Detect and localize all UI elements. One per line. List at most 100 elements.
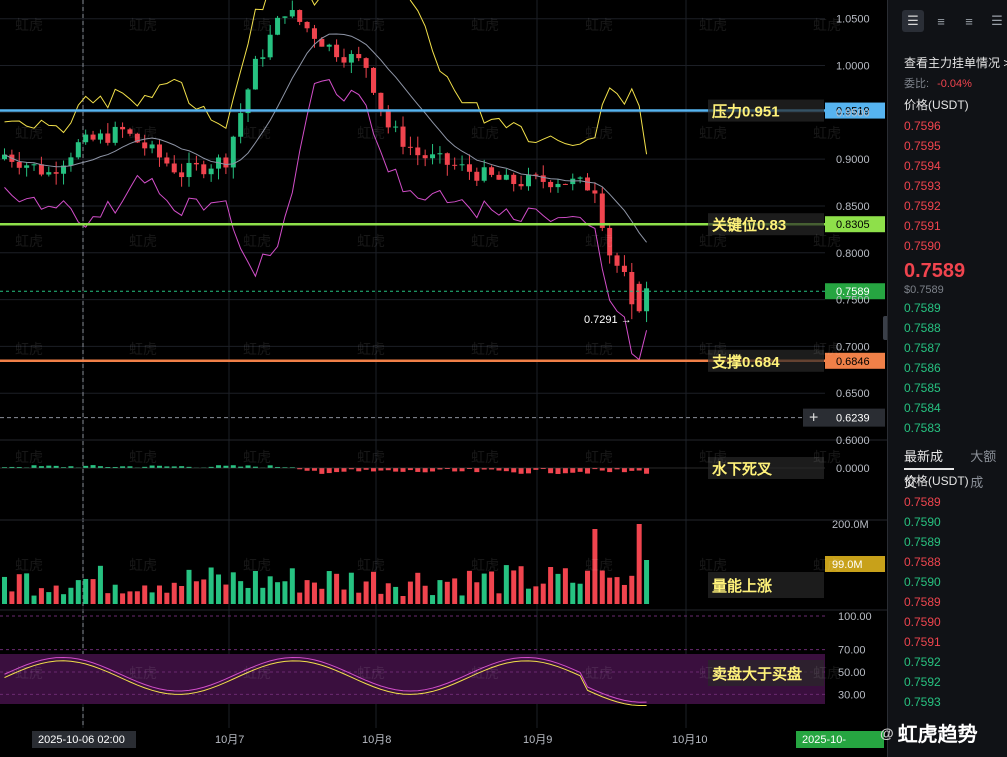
ask-row[interactable]: 0.7592 bbox=[904, 199, 941, 213]
volume-bar bbox=[540, 583, 546, 604]
candle-body bbox=[142, 142, 148, 149]
watermark: 虹虎 bbox=[243, 125, 271, 141]
candle-body bbox=[38, 164, 44, 175]
chart-area[interactable]: 压力0.951 0.9519 关键位0.83 0.8305 支撑0.684 0.6846 0… bbox=[0, 0, 887, 757]
volume-bar bbox=[304, 580, 310, 604]
trade-row: 0.7589 bbox=[904, 535, 941, 549]
candle-body bbox=[179, 172, 185, 178]
x-crosshair-label: 2025-10-06 02:00 bbox=[38, 734, 125, 746]
volume-bar bbox=[134, 591, 140, 604]
crosshair-tag bbox=[803, 408, 885, 427]
ask-row[interactable]: 0.7591 bbox=[904, 219, 941, 233]
macd-bar bbox=[511, 468, 517, 473]
bid-row[interactable]: 0.7588 bbox=[904, 321, 941, 335]
volume-bar bbox=[112, 584, 118, 604]
candle-body bbox=[555, 183, 561, 188]
macd-bar bbox=[540, 468, 546, 470]
macd-bar bbox=[644, 468, 650, 474]
watermark: 虹虎 bbox=[813, 233, 841, 249]
macd-bar bbox=[230, 465, 236, 468]
volume-bar bbox=[474, 582, 480, 604]
candle-body bbox=[238, 113, 244, 137]
candle-body bbox=[518, 184, 524, 187]
trades-price-header: 价格(USDT) bbox=[904, 474, 969, 488]
macd-bar bbox=[156, 465, 162, 468]
watermark: 虹虎 bbox=[357, 449, 385, 465]
volume-bar bbox=[267, 576, 273, 604]
chart-svg[interactable]: 压力0.951 0.9519 关键位0.83 0.8305 支撑0.684 0.6846 0… bbox=[0, 0, 887, 757]
tab-large-trades[interactable]: 大额成 bbox=[970, 449, 997, 490]
volume-bar bbox=[223, 584, 229, 604]
rsi-ma-line bbox=[4, 656, 647, 703]
volume-bar bbox=[38, 588, 44, 604]
volume-bar bbox=[548, 567, 554, 604]
watermark: 虹虎 bbox=[813, 17, 841, 33]
trades-tabs: 最新成交 大额成 bbox=[888, 444, 1007, 490]
orderbook-asks-icon[interactable]: ≡ bbox=[937, 13, 945, 29]
rsi-tick-label: 50.00 bbox=[838, 667, 866, 679]
view-main-orders-link[interactable]: 查看主力挂单情况 > bbox=[904, 56, 1007, 70]
watermark: 虹虎 bbox=[585, 17, 613, 33]
watermark: 虹虎 bbox=[15, 125, 43, 141]
bid-row[interactable]: 0.7584 bbox=[904, 401, 941, 415]
watermark: 虹虎 bbox=[471, 557, 499, 573]
volume-bar bbox=[24, 573, 30, 604]
watermark: 虹虎 bbox=[129, 665, 157, 681]
volume-bar bbox=[16, 574, 22, 604]
orderbook-bids-icon[interactable]: ≡ bbox=[965, 13, 973, 29]
volume-bar bbox=[570, 582, 576, 604]
ask-row[interactable]: 0.7593 bbox=[904, 179, 941, 193]
volume-bar bbox=[186, 569, 192, 604]
volume-bar bbox=[629, 575, 635, 604]
bid-row[interactable]: 0.7585 bbox=[904, 381, 941, 395]
watermark: 虹虎 bbox=[585, 341, 613, 357]
macd-bar bbox=[533, 468, 539, 470]
candle-body bbox=[562, 183, 568, 185]
candles bbox=[2, 0, 650, 323]
bid-row[interactable]: 0.7586 bbox=[904, 361, 941, 375]
volume-bar bbox=[260, 587, 266, 604]
price-tick-label: 0.6500 bbox=[836, 388, 870, 400]
macd-bar bbox=[621, 468, 627, 473]
volume-bar bbox=[31, 595, 37, 604]
watermark: 虹虎 bbox=[585, 665, 613, 681]
orderbook-both-icon[interactable]: ☰ bbox=[902, 10, 924, 32]
candle-body bbox=[577, 177, 583, 179]
candle-body bbox=[156, 144, 162, 158]
volume-bar bbox=[577, 583, 583, 604]
watermark: 虹虎 bbox=[585, 233, 613, 249]
volume-bar bbox=[127, 591, 133, 604]
x-end-label: 2025-10- bbox=[802, 734, 846, 746]
macd-bar bbox=[548, 468, 554, 474]
ask-row[interactable]: 0.7590 bbox=[904, 239, 941, 253]
macd-bar bbox=[142, 466, 148, 468]
watermark: 虹虎 bbox=[357, 665, 385, 681]
bid-row[interactable]: 0.7583 bbox=[904, 421, 941, 435]
candle-body bbox=[31, 164, 37, 166]
volume-bar bbox=[334, 573, 340, 604]
x-tick-label: 10月8 bbox=[362, 734, 391, 746]
price-tick-label: 0.9500 bbox=[836, 107, 870, 119]
ask-row[interactable]: 0.7594 bbox=[904, 159, 941, 173]
candle-body bbox=[24, 165, 30, 168]
panel-collapse-handle[interactable] bbox=[883, 316, 889, 340]
volume-bar bbox=[533, 586, 539, 604]
ask-row[interactable]: 0.7595 bbox=[904, 139, 941, 153]
bid-row[interactable]: 0.7589 bbox=[904, 301, 941, 315]
orderbook-list-icon[interactable]: ☰ bbox=[991, 13, 1003, 28]
tab-latest-trades[interactable]: 最新成交 bbox=[904, 444, 955, 490]
macd-bar bbox=[489, 468, 495, 470]
macd-bar bbox=[592, 468, 598, 470]
volume-bar bbox=[149, 592, 155, 604]
rsi-tick-label: 30.00 bbox=[838, 689, 866, 701]
ask-row[interactable]: 0.7596 bbox=[904, 119, 941, 133]
candle-body bbox=[282, 16, 288, 18]
macd-bar bbox=[289, 467, 295, 468]
watermark: 虹虎 bbox=[129, 233, 157, 249]
candle-body bbox=[599, 193, 605, 228]
candle-body bbox=[326, 44, 332, 47]
candle-body bbox=[90, 134, 96, 140]
volume-bar bbox=[621, 584, 627, 604]
candle-body bbox=[230, 136, 236, 168]
bid-row[interactable]: 0.7587 bbox=[904, 341, 941, 355]
